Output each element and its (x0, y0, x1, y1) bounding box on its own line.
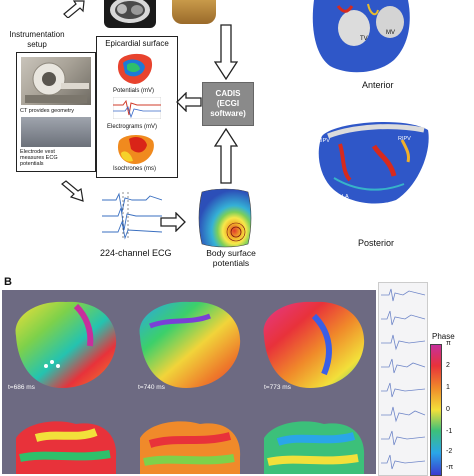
electrograms-trace (113, 97, 161, 119)
potentials-heart-map (117, 53, 153, 84)
time-label-1: t=686 ms (8, 384, 35, 391)
anatomy-label-ripv: RIPV (398, 136, 411, 142)
panel-b-label: B (4, 276, 12, 288)
posterior-label: Posterior (358, 238, 395, 248)
ecg-label: 224-channel ECG (100, 248, 172, 258)
cadis-label: CADIS (ECGI software) (210, 89, 246, 118)
colorbar-tick-2: 1 (446, 384, 450, 391)
electrode-vest-top-image (172, 0, 216, 24)
anatomy-label-rspv: RSPV (428, 122, 443, 128)
ecg-traces (102, 192, 162, 240)
anatomy-label-mv: MV (386, 30, 395, 36)
anatomy-label-tv: TV (360, 36, 368, 42)
colorbar-title: Phase (432, 332, 455, 341)
arrow-diagonal-to-ecg (61, 180, 84, 202)
arrow-right-to-body-surface (160, 212, 186, 232)
time-label-3: t=773 ms (264, 384, 291, 391)
posterior-heart-model (318, 122, 429, 204)
colorbar-tick-4: -1 (446, 428, 453, 435)
phase-colorbar (430, 344, 442, 476)
potentials-label: Potentials (mV) (113, 88, 155, 94)
anterior-label: Anterior (362, 80, 394, 90)
phase-heart-1 (15, 301, 117, 388)
anatomy-label-lipv: LIPV (318, 138, 330, 144)
cadis-box: CADIS (ECGI software) (202, 82, 254, 126)
phase-heart-5 (140, 421, 241, 474)
epicardial-title: Epicardial surface (105, 39, 169, 48)
body-surface-label: Body surface potentials (206, 248, 256, 268)
phase-map-panel: t=686 ms t=740 ms t=773 (2, 290, 376, 474)
colorbar-tick-1: 2 (446, 362, 450, 369)
vest-caption: Electrode vest measures ECG potentials (20, 149, 58, 167)
colorbar-tick-6: -π (446, 464, 454, 471)
time-label-2: t=740 ms (138, 384, 165, 391)
vest-photo (21, 117, 91, 147)
electrograms-label: Electrograms (mV) (107, 124, 158, 130)
colorbar-tick-5: -2 (446, 448, 453, 455)
colorbar-tick-3: 0 (446, 406, 450, 413)
anatomy-label-la: LA (342, 194, 349, 200)
electrogram-column (378, 282, 428, 476)
arrow-down-to-cadis (214, 24, 238, 80)
epicardial-surface-box: Epicardial surface Potentials (mV) Elect… (96, 36, 178, 178)
arrow-up-to-cadis (214, 128, 238, 184)
anterior-heart-model (312, 0, 410, 73)
ct-slice-image (104, 0, 156, 28)
instrumentation-setup-label: Instrumentation setup (9, 30, 65, 49)
isochrones-label: Isochrones (ms) (113, 166, 157, 172)
instrumentation-box: CT provides geometry Electrode vest meas… (16, 52, 96, 172)
ct-scanner-photo (21, 57, 91, 105)
phase-heart-3 (263, 301, 365, 388)
phase-heart-6 (264, 421, 365, 474)
phase-heart-4 (16, 421, 117, 474)
colorbar-tick-0: π (446, 340, 451, 347)
isochrones-heart-map (117, 135, 154, 164)
phase-heart-2 (139, 301, 241, 388)
body-surface-potential-map (198, 188, 252, 248)
arrow-left-to-epicardial (176, 92, 202, 112)
ct-caption: CT provides geometry (20, 108, 75, 114)
colorbar-ticks: π 2 1 0 -1 -2 -π (442, 340, 472, 474)
flow-arrow-top-left (63, 0, 85, 18)
